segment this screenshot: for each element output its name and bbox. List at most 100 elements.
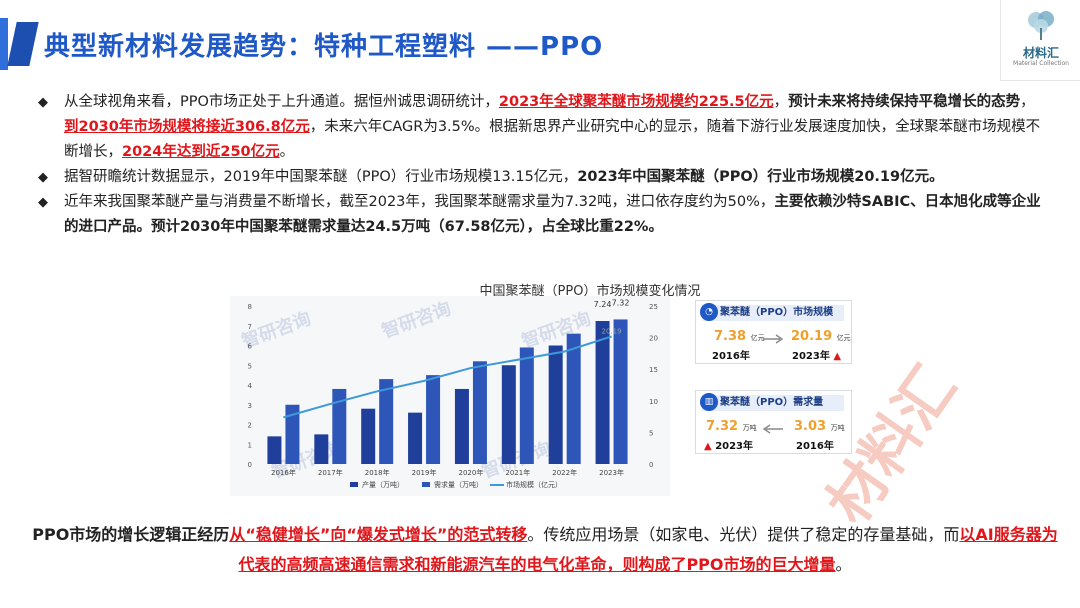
panel-right-year: 2023年 ▲ [792, 347, 841, 362]
tree-icon [1028, 11, 1054, 40]
bar-production [595, 321, 610, 464]
panel-title: 聚苯醚（PPO）需求量 [720, 397, 824, 408]
y-right-tick-label: 20 [649, 335, 658, 343]
legend-swatch [350, 482, 358, 487]
summary-text: PPO市场的增长逻辑正经历从“稳健增长”向“爆发式增长”的范式转移。传统应用场景… [30, 520, 1060, 580]
legend-label: 市场规模（亿元） [506, 480, 562, 489]
diamond-icon: ◆ [38, 170, 48, 185]
x-tick-label: 2019年 [412, 468, 437, 477]
bar-production [548, 345, 563, 464]
arrow-right-icon [763, 334, 784, 344]
x-tick-label: 2017年 [318, 468, 343, 477]
panel-left-year: ▲ 2023年 [704, 437, 753, 452]
x-tick-label: 2021年 [505, 468, 530, 477]
panel-right-year: 2016年 [796, 441, 834, 452]
x-tick-label: 2018年 [365, 468, 390, 477]
x-tick-label: 2016年 [271, 468, 296, 477]
text: 据智研瞻统计数据显示，2019年中国聚苯醚（PPO）行业市场规模13.15亿元， [64, 169, 578, 185]
text: ， [773, 94, 789, 110]
x-tick-label: 2020年 [459, 468, 484, 477]
year: 2023年 [792, 351, 830, 362]
chart-icon: ◔ [700, 303, 718, 321]
bar-production [267, 436, 282, 464]
text: 近年来我国聚苯醚产量与消费量不断增长，截至2023年，我国聚苯醚需求量为7.32… [64, 194, 775, 210]
diamond-icon: ◆ [38, 195, 48, 210]
x-tick-label: 2023年 [599, 468, 624, 477]
legend-label: 产量（万吨） [362, 480, 404, 489]
logo-name: 材料汇 [1022, 46, 1059, 60]
y-right-tick-label: 10 [649, 398, 658, 406]
bar-demand [613, 319, 628, 464]
y-right-tick-label: 0 [649, 461, 653, 469]
chart-title: 中国聚苯醚（PPO）市场规模变化情况 [479, 284, 701, 299]
arrow-left-icon [762, 424, 783, 434]
page-title: 典型新材料发展趋势：特种工程塑料 ——PPO [44, 32, 604, 62]
market-chart: 0 1 2 3 4 5 6 7 8 0 5 10 15 20 25 2016年 2017年 2018年 2019年 2… [248, 298, 658, 489]
brand-logo: 材料汇 Material Collection [1000, 0, 1080, 81]
y-left-tick-label: 4 [248, 382, 253, 390]
panel-right-value: 20.19 亿元 [791, 329, 851, 344]
value: 3.03 [794, 419, 827, 434]
logo-subtitle: Material Collection [1013, 60, 1069, 67]
bold-text: 预计未来将持续保持平稳增长的态势 [788, 94, 1021, 110]
y-left-tick-label: 7 [248, 323, 252, 331]
panel-left-year: 2016年 [712, 351, 750, 362]
value: 7.38 [714, 329, 747, 344]
panel-left-value: 7.32 万吨 [706, 419, 757, 434]
legend-label: 需求量（万吨） [434, 480, 483, 489]
unit: 万吨 [742, 424, 757, 432]
bar-production [314, 434, 329, 464]
up-arrow-icon: ▲ [833, 351, 842, 362]
bullet-item-china: ◆ 据智研瞻统计数据显示，2019年中国聚苯醚（PPO）行业市场规模13.15亿… [38, 165, 1048, 190]
bullet-list: ◆ 从全球视角来看，PPO市场正处于上升通道。据恒州诚思调研统计，2023年全球… [38, 90, 1048, 240]
text: 。 [835, 555, 852, 574]
bar-demand [285, 404, 300, 464]
y-left-tick-label: 5 [248, 362, 252, 370]
legend-swatch [422, 482, 430, 487]
diamond-icon: ◆ [38, 95, 48, 110]
market-size-panel: ◔ 聚苯醚（PPO）市场规模 7.38 亿元 2016年 20.19 亿元 202… [695, 300, 852, 364]
y-left-tick-label: 0 [248, 461, 252, 469]
highlight-text: 2023年全球聚苯醚市场规模约225.5亿元 [498, 94, 774, 110]
y-right-tick-label: 25 [649, 303, 658, 311]
y-right-tick-label: 5 [649, 429, 653, 437]
bar-demand [379, 379, 394, 464]
y-left-tick-label: 6 [248, 343, 253, 351]
title-accent-bar [0, 18, 40, 70]
text: 。传统应用场景（如家电、光伏）提供了稳定的存量基础，而 [527, 525, 960, 544]
panel-right-value: 3.03 万吨 [794, 419, 845, 434]
value: 7.32 [706, 419, 739, 434]
unit: 亿元 [836, 334, 851, 342]
bold-text: 主要依赖沙特SABIC、日本旭化成等企业的进口产品。预计2030年中国聚苯醚需求… [64, 194, 1041, 235]
panel-left-value: 7.38 亿元 [714, 329, 765, 344]
unit: 亿元 [750, 334, 765, 342]
text: ，未来六年CAGR为3.5%。根据新思界产业研究中心的显示，随着下游行业发展速度… [64, 119, 1041, 160]
bar-production [408, 412, 423, 464]
bold-text: PPO市场的增长逻辑正经历 [32, 525, 230, 544]
panel-header: ▥ 聚苯醚（PPO）需求量 [700, 393, 844, 411]
y-right-tick-label: 15 [649, 366, 658, 374]
bold-text: 2023年中国聚苯醚（PPO）行业市场规模20.19亿元。 [577, 169, 944, 185]
bullet-item-demand: ◆ 近年来我国聚苯醚产量与消费量不断增长，截至2023年，我国聚苯醚需求量为7.… [38, 190, 1048, 240]
y-left-tick-label: 8 [248, 303, 252, 311]
x-tick-label: 2022年 [552, 468, 577, 477]
y-left-tick-label: 2 [248, 422, 252, 430]
text: 从全球视角来看，PPO市场正处于上升通道。据恒州诚思调研统计， [64, 94, 499, 110]
y-left-tick-label: 1 [248, 441, 252, 449]
unit: 万吨 [830, 424, 845, 432]
demand-panel: ▥ 聚苯醚（PPO）需求量 7.32 万吨 ▲ 2023年 3.03 万吨 201… [695, 390, 852, 454]
value: 20.19 [791, 329, 833, 344]
bar-demand [332, 388, 347, 464]
highlight-text: 到2030年市场规模将接近306.8亿元 [64, 119, 310, 135]
bar-demand [426, 375, 441, 464]
chart-area: 智研咨询 智研咨询 智研咨询 智研咨询 智研咨询 0 1 2 3 4 5 6 7 8 0 5 10 15… [230, 296, 670, 496]
bar-demand [519, 347, 534, 464]
text: ， [1020, 94, 1035, 110]
bar-production [361, 408, 376, 464]
line-market-size [283, 335, 612, 419]
year: 2023年 [715, 441, 754, 452]
panel-header: ◔ 聚苯醚（PPO）市场规模 [700, 303, 844, 321]
data-label-demand: 7.32 [612, 298, 630, 307]
panel-title: 聚苯醚（PPO）市场规模 [720, 307, 834, 318]
data-label-market: 20.19 [602, 327, 622, 335]
